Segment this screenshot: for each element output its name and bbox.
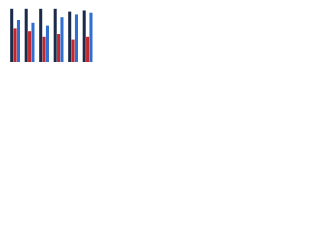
bar: [71, 39, 75, 62]
bar: [45, 25, 49, 63]
bar: [24, 8, 28, 63]
bar: [42, 36, 46, 62]
bar: [16, 20, 20, 62]
bar: [10, 8, 14, 63]
bar: [31, 22, 35, 62]
bar: [53, 8, 57, 63]
bar: [86, 36, 90, 62]
bar: [82, 10, 86, 62]
bar: [89, 12, 93, 62]
bar: [57, 34, 61, 62]
chart: [10, 8, 93, 63]
bar: [13, 28, 17, 62]
bar: [39, 8, 43, 63]
bar: [68, 11, 72, 63]
bar: [60, 17, 64, 62]
bar: [74, 14, 78, 62]
page: {"chart_data": {"type": "bar", "categori…: [0, 0, 320, 71]
bar: [28, 31, 32, 62]
